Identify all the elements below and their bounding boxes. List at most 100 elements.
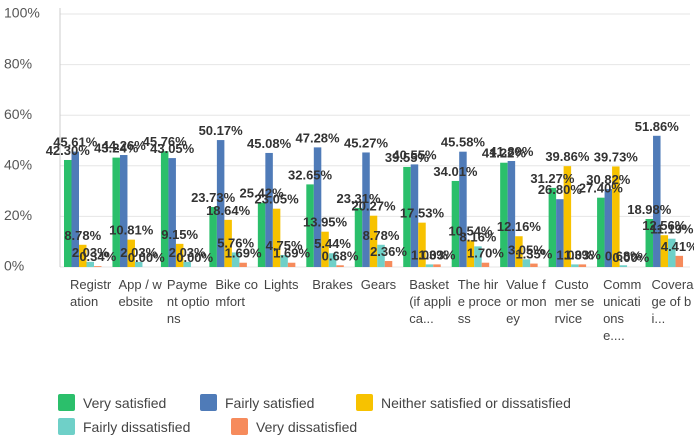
- x-tick-label: App / website: [118, 277, 162, 309]
- value-label: 50.17%: [199, 123, 244, 138]
- x-tick-label: Gears: [360, 277, 397, 292]
- value-label: 4.41%: [661, 239, 694, 254]
- value-label: 34.01%: [433, 164, 478, 179]
- value-label: 13.95%: [303, 215, 348, 230]
- y-tick-label: 100%: [4, 5, 40, 21]
- bar: [168, 158, 176, 267]
- bar: [653, 135, 661, 267]
- bar: [306, 184, 314, 267]
- y-tick-label: 80%: [4, 55, 32, 71]
- value-label: 0.00%: [612, 250, 649, 265]
- bar: [231, 252, 240, 267]
- bar: [328, 253, 337, 267]
- value-label: 5.44%: [314, 236, 351, 251]
- value-label: 1.03%: [564, 247, 601, 262]
- bar: [86, 261, 94, 267]
- bar: [597, 197, 605, 267]
- value-label: 2.03%: [72, 245, 109, 260]
- bar: [209, 206, 217, 267]
- value-label: 42.30%: [46, 143, 91, 158]
- bar: [369, 215, 378, 267]
- bar: [313, 147, 322, 267]
- value-label: 1.69%: [225, 246, 262, 261]
- bar: [175, 243, 184, 267]
- bar: [64, 159, 72, 267]
- bar: [403, 166, 411, 267]
- bar: [257, 202, 266, 267]
- value-label: 41.89%: [489, 144, 534, 159]
- legend-swatch: [356, 394, 373, 411]
- bar: [645, 218, 654, 267]
- bar: [94, 266, 102, 267]
- bar: [675, 255, 684, 267]
- x-tick-label: The hire process: [457, 277, 502, 326]
- bar: [548, 187, 557, 267]
- bar: [563, 166, 572, 267]
- bar: [71, 151, 79, 267]
- legend-label: Very dissatisfied: [256, 418, 358, 435]
- value-label: 32.65%: [288, 167, 333, 182]
- x-tick-label: Value for money: [506, 277, 547, 326]
- bar: [265, 152, 273, 267]
- value-label: 1.70%: [467, 246, 504, 261]
- bar: [160, 151, 169, 267]
- bar: [612, 166, 620, 267]
- value-label: 9.15%: [161, 227, 198, 242]
- value-label: 23.05%: [255, 192, 300, 207]
- value-label: 23.31%: [336, 191, 381, 206]
- x-tick-label: Payment options: [166, 277, 210, 326]
- value-label: 12.56%: [642, 218, 687, 233]
- value-label: 27.40%: [579, 181, 624, 196]
- value-label: 2.03%: [169, 245, 206, 260]
- bar: [287, 262, 296, 267]
- bar: [619, 265, 628, 267]
- value-label: 39.55%: [385, 150, 430, 165]
- legend-label: Fairly dissatisfied: [83, 418, 191, 435]
- bar: [522, 259, 531, 267]
- x-tick-label: Communications e....: [603, 277, 642, 343]
- bar: [451, 180, 460, 267]
- bar: [377, 244, 385, 267]
- bar: [660, 235, 669, 267]
- value-label: 44.26%: [102, 138, 147, 153]
- y-tick-label: 0%: [4, 258, 24, 274]
- bar: [481, 262, 490, 267]
- value-label: 12.16%: [497, 219, 542, 234]
- value-label: 10.54%: [448, 223, 493, 238]
- value-label: 45.08%: [247, 136, 292, 151]
- value-label: 3.05%: [508, 242, 545, 257]
- bar: [79, 244, 87, 267]
- bar: [578, 264, 587, 267]
- x-tick-label: Lights: [263, 277, 299, 292]
- value-label: 23.73%: [191, 190, 236, 205]
- bar: [556, 199, 564, 267]
- value-label: 41.22%: [482, 146, 527, 161]
- legend-swatch: [231, 418, 248, 435]
- value-label: 0.34%: [79, 249, 116, 264]
- value-label: 39.73%: [594, 149, 639, 164]
- value-label: 45.58%: [441, 135, 486, 150]
- value-label: 1.03%: [419, 247, 456, 262]
- x-tick-label: Customer service: [554, 277, 595, 326]
- value-label: 25.42%: [240, 186, 285, 201]
- bar: [500, 162, 508, 267]
- bar: [459, 151, 467, 267]
- bar: [604, 189, 613, 267]
- bar: [321, 231, 329, 267]
- value-label: 1.03%: [411, 247, 448, 262]
- value-label: 8.16%: [460, 229, 497, 244]
- bar: [410, 164, 419, 267]
- legend-item: Neither satisfied or dissatisfied: [356, 394, 571, 411]
- bar: [466, 240, 475, 267]
- value-label: 43.05%: [150, 141, 195, 156]
- value-label: 0.00%: [176, 250, 213, 265]
- value-label: 0.68%: [605, 248, 642, 263]
- value-label: 8.78%: [363, 228, 400, 243]
- legend-swatch: [200, 394, 217, 411]
- value-label: 8.78%: [64, 228, 101, 243]
- bar: [127, 239, 135, 267]
- value-label: 0.68%: [322, 248, 359, 263]
- value-label: 39.86%: [545, 149, 590, 164]
